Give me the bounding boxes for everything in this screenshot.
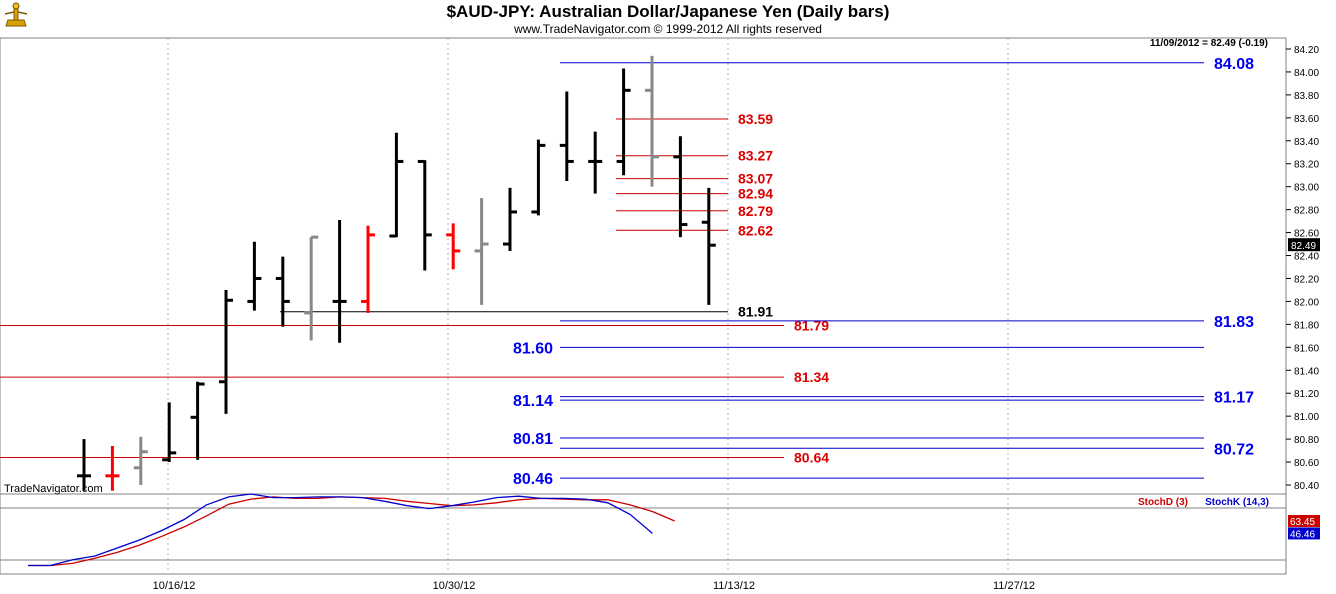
stoch-k-last-box [1288, 527, 1320, 540]
ohlc-bar [389, 132, 404, 238]
ohlc-bar [304, 235, 319, 341]
red-level-label: 80.64 [794, 449, 829, 465]
black-level-label: 81.91 [738, 304, 773, 320]
date-tick-label: 10/30/12 [433, 580, 476, 592]
tradenavigator-logo-icon [2, 2, 30, 32]
price-tick-label: 81.00 [1294, 412, 1319, 423]
price-tick-label: 82.00 [1294, 297, 1319, 308]
blue-level-label-right: 81.17 [1214, 390, 1254, 407]
blue-level-label-right: 81.83 [1214, 314, 1254, 331]
price-tick-label: 80.80 [1294, 435, 1319, 446]
blue-level-label-right: 80.72 [1214, 441, 1254, 458]
blue-level-label-left: 81.14 [513, 393, 553, 410]
ohlc-bar [673, 136, 688, 238]
last-quote-label: 11/09/2012 = 82.49 (-0.19) [1150, 38, 1268, 49]
price-tick-label: 81.20 [1294, 389, 1319, 400]
blue-level-label-left: 80.46 [513, 471, 553, 488]
fib-level-label: 82.79 [738, 203, 773, 219]
stochastic-panel-frame [0, 493, 1287, 575]
red-level-label: 81.79 [794, 318, 829, 334]
red-level-label: 81.34 [794, 369, 829, 385]
price-tick-label: 83.80 [1294, 91, 1319, 102]
ohlc-bar [332, 219, 347, 343]
stoch-k-last-label: 46.46 [1290, 529, 1315, 540]
ohlc-bar [219, 289, 233, 414]
stoch-d-last-label: 63.45 [1290, 517, 1315, 528]
stoch-k-line [28, 493, 653, 567]
date-tick-label: 10/16/12 [153, 580, 196, 592]
price-tick-label: 83.40 [1294, 137, 1319, 148]
ohlc-bar [77, 439, 91, 491]
ohlc-bar [133, 436, 148, 485]
price-tick-label: 83.60 [1294, 114, 1319, 125]
last-price-box [1288, 238, 1320, 252]
fib-level-label: 82.62 [738, 222, 773, 238]
price-tick-label: 80.60 [1294, 458, 1319, 469]
price-tick-label: 84.20 [1294, 45, 1319, 56]
price-tick-label: 83.00 [1294, 183, 1319, 194]
ohlc-bar [105, 445, 120, 491]
date-tick-label: 11/27/12 [993, 580, 1035, 592]
stoch-d-legend: StochD (3) [1138, 497, 1188, 508]
price-tick-label: 82.60 [1294, 229, 1319, 240]
ohlc-bar [645, 55, 659, 187]
date-tick-label: 11/13/12 [713, 580, 755, 592]
price-tick-label: 81.80 [1294, 320, 1319, 331]
ohlc-bar [559, 91, 574, 181]
ohlc-bar [247, 241, 262, 311]
price-tick-label: 82.40 [1294, 252, 1319, 263]
ohlc-bar [503, 187, 517, 251]
price-tick-label: 81.40 [1294, 366, 1319, 377]
price-tick-label: 80.40 [1294, 481, 1319, 492]
ohlc-bar [531, 139, 546, 216]
ohlc-bar [616, 68, 631, 176]
blue-level-label-right: 84.08 [1214, 56, 1254, 73]
ohlc-bar [275, 256, 290, 327]
stoch-d-last-box [1288, 515, 1320, 528]
price-panel-frame [0, 37, 1287, 495]
price-tick-label: 82.20 [1294, 274, 1319, 285]
ohlc-bar [417, 159, 432, 271]
blue-level-label-left: 81.60 [513, 340, 553, 357]
ohlc-bar [701, 187, 716, 305]
ohlc-bar [446, 223, 461, 270]
chart-title: $AUD-JPY: Australian Dollar/Japanese Yen… [446, 2, 890, 21]
ohlc-bar [190, 381, 205, 460]
ohlc-bar [474, 198, 489, 305]
fib-level-label: 82.94 [738, 186, 773, 202]
fib-level-label: 83.27 [738, 148, 773, 164]
last-price-label: 82.49 [1291, 241, 1316, 252]
ohlc-bar [162, 402, 177, 463]
fib-level-label: 83.07 [738, 171, 773, 187]
price-tick-label: 83.20 [1294, 160, 1319, 171]
stoch-k-legend: StochK (14,3) [1205, 497, 1269, 508]
price-tick-label: 82.80 [1294, 206, 1319, 217]
chart-subtitle: www.TradeNavigator.com © 1999-2012 All r… [514, 22, 822, 36]
ohlc-bar [588, 131, 603, 194]
blue-level-label-left: 80.81 [513, 431, 553, 448]
fib-level-label: 83.59 [738, 111, 773, 127]
watermark-label: TradeNavigator.com [4, 483, 103, 495]
price-tick-label: 81.60 [1294, 343, 1319, 354]
price-tick-label: 84.00 [1294, 68, 1319, 79]
ohlc-bar [361, 225, 375, 313]
